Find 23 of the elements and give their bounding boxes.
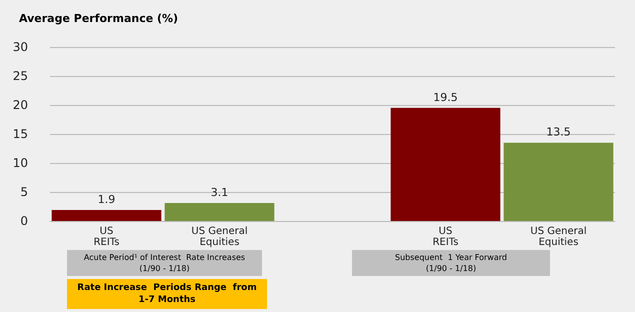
chart-title: Average Performance (%) — [19, 12, 178, 25]
x-tick-label: US General Equities — [530, 226, 587, 248]
y-tick-label: 30 — [12, 40, 28, 54]
bar — [164, 203, 274, 221]
y-tick-label: 20 — [12, 98, 28, 112]
data-label: 3.1 — [210, 186, 228, 200]
text: Acute Period¹ of Interest Rate Increases (1/90 - 1/18) — [84, 253, 246, 273]
data-label: 1.9 — [98, 192, 116, 206]
data-label: 19.5 — [433, 90, 458, 104]
x-tick-label: US General Equities — [191, 226, 248, 248]
data-label: 13.5 — [546, 126, 571, 139]
bar — [52, 210, 162, 221]
bar — [504, 142, 614, 221]
y-tick-label: 25 — [12, 69, 28, 83]
y-tick-label: 15 — [12, 127, 28, 141]
text: Subsequent 1 Year Forward (1/90 - 1/18) — [395, 253, 507, 273]
x-tick-label: US REITs — [94, 226, 120, 248]
y-tick-label: 5 — [20, 185, 28, 199]
text: Rate Increase Periods Range from 1-7 Months — [77, 283, 257, 305]
x-tick-label: US REITs — [432, 226, 458, 248]
bar — [390, 108, 500, 221]
y-tick-label: 10 — [12, 156, 28, 170]
y-tick-label: 0 — [20, 214, 28, 228]
